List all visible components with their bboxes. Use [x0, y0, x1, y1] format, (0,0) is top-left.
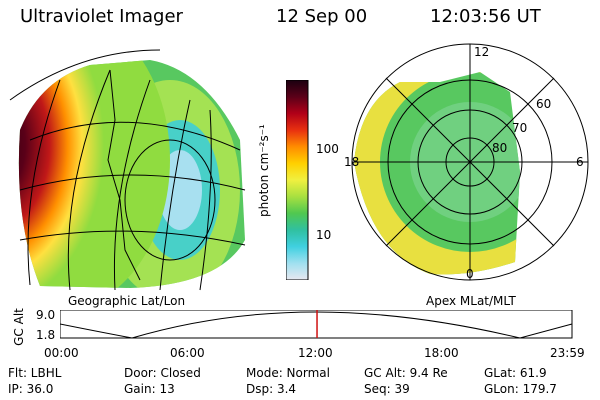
colorbar [286, 80, 309, 280]
time-tick-2359: 23:59 [550, 346, 585, 360]
glon-field: GLon: 179.7 [484, 382, 557, 396]
filter-field: Flt: LBHL [8, 366, 62, 380]
time-tick-1800: 18:00 [424, 346, 459, 360]
glat-field: GLat: 61.9 [484, 366, 547, 380]
mlt-label-6: 6 [576, 155, 584, 169]
door-field: Door: Closed [124, 366, 201, 380]
lat-ring-60: 60 [536, 97, 551, 111]
mode-field: Mode: Normal [246, 366, 330, 380]
observation-time: 12:03:56 UT [430, 6, 541, 27]
mlt-label-12: 12 [474, 45, 489, 59]
altitude-timeline-plot [60, 310, 573, 339]
time-tick-0600: 06:00 [170, 346, 205, 360]
colorbar-unit-label: photon cm⁻²s⁻¹ [257, 124, 271, 217]
colorbar-tick-10: 10 [316, 228, 332, 242]
gc-alt-field: GC Alt: 9.4 Re [364, 366, 448, 380]
seq-field: Seq: 39 [364, 382, 410, 396]
altitude-axis-label: GC Alt [12, 308, 26, 346]
colorbar-tick-100: 100 [316, 142, 339, 156]
mlt-label-18: 18 [344, 155, 359, 169]
altitude-tick-9: 9.0 [36, 308, 56, 322]
instrument-title: Ultraviolet Imager [20, 6, 183, 27]
observation-date: 12 Sep 00 [276, 6, 368, 27]
left-panel-caption: Geographic Lat/Lon [68, 294, 186, 308]
right-panel-caption: Apex MLat/MLT [426, 294, 516, 308]
time-tick-0000: 00:00 [44, 346, 79, 360]
ip-field: IP: 36.0 [8, 382, 54, 396]
time-tick-1200: 12:00 [298, 346, 333, 360]
altitude-tick-1.8: 1.8 [36, 328, 56, 342]
dsp-field: Dsp: 3.4 [246, 382, 297, 396]
mlt-label-0: 0 [466, 267, 474, 281]
geographic-auroral-image [9, 49, 246, 291]
polar-mlat-mlt-plot: 12 18 6 0 60 70 80 [344, 43, 589, 281]
lat-ring-70: 70 [512, 121, 527, 135]
lat-ring-80: 80 [492, 141, 507, 155]
gain-field: Gain: 13 [124, 382, 175, 396]
